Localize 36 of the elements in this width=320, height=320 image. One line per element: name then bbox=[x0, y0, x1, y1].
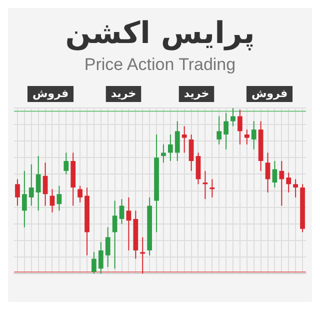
candlestick bbox=[188, 134, 194, 172]
candlestick bbox=[244, 129, 250, 145]
candlestick bbox=[98, 242, 104, 274]
candlestick bbox=[251, 120, 256, 150]
text: خرید bbox=[184, 86, 210, 100]
candlestick bbox=[78, 185, 82, 203]
text: فروش bbox=[251, 86, 288, 100]
text: خرید bbox=[110, 86, 136, 100]
candlestick bbox=[15, 178, 20, 206]
candlestick bbox=[64, 152, 69, 175]
candlestick bbox=[286, 172, 292, 193]
candlestick bbox=[272, 160, 278, 188]
candlestick bbox=[230, 108, 236, 127]
chart-subtitle: Price Action Trading bbox=[83, 54, 237, 76]
candlestick bbox=[238, 109, 242, 145]
candlestick bbox=[174, 120, 180, 162]
candlestick bbox=[224, 112, 228, 150]
candlestick bbox=[28, 164, 34, 206]
candlestick bbox=[293, 178, 298, 198]
candlestick bbox=[56, 185, 62, 212]
candlestick bbox=[140, 236, 146, 274]
text: فروش bbox=[32, 86, 69, 100]
candlestick bbox=[216, 116, 222, 145]
candlestick bbox=[182, 126, 187, 154]
candlestick bbox=[42, 162, 48, 206]
chart-title: پرایس اکشن bbox=[64, 15, 256, 53]
candlestick bbox=[119, 198, 124, 224]
candlestick bbox=[126, 196, 132, 251]
candlestick bbox=[168, 134, 173, 162]
candlestick bbox=[196, 152, 201, 185]
candlestick bbox=[265, 152, 270, 193]
candlestick bbox=[92, 252, 96, 274]
candlestick bbox=[279, 160, 284, 206]
candlestick bbox=[210, 178, 215, 198]
candlestick bbox=[161, 144, 166, 164]
candlestick bbox=[105, 226, 110, 268]
